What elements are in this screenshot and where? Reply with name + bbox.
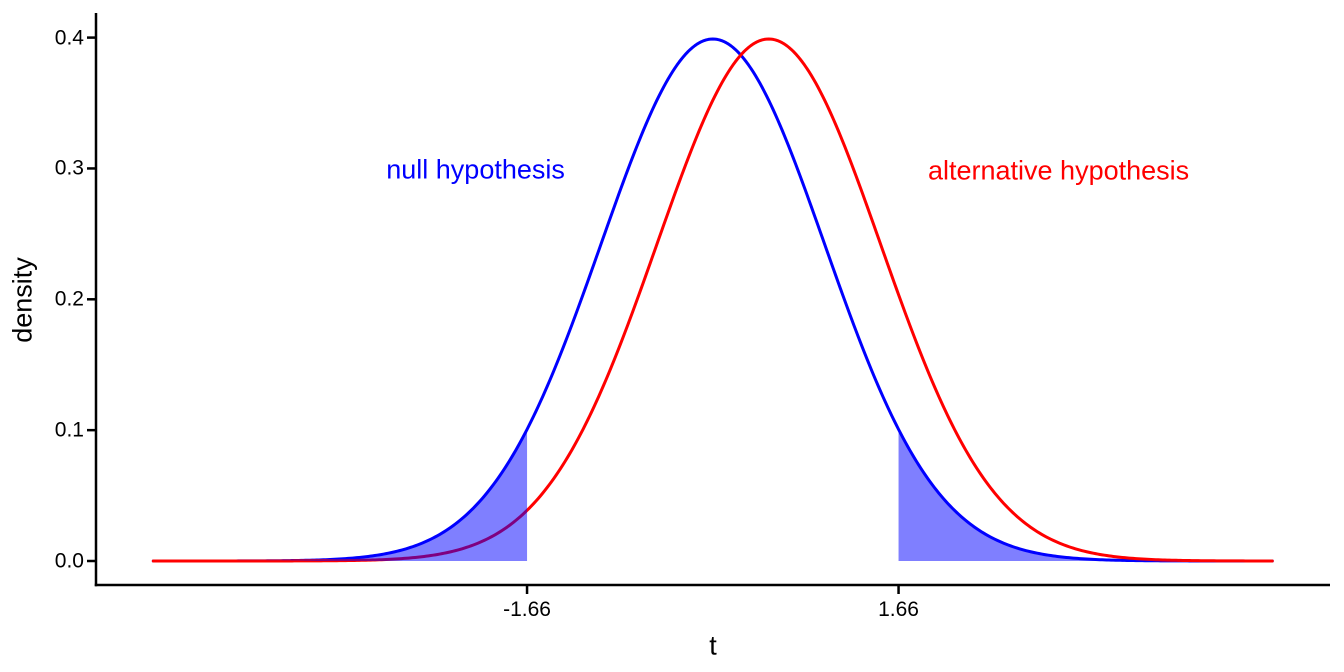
alternative-hypothesis-label: alternative hypothesis [927, 155, 1190, 186]
y-tick-label: 0.2 [54, 287, 84, 311]
x-tick-label: 1.66 [878, 598, 919, 621]
null-hypothesis-label: null hypothesis [386, 154, 565, 185]
null-hypothesis-curve [151, 37, 1274, 563]
alternative-hypothesis-curve [151, 37, 1274, 563]
y-tick-label: 0.1 [54, 418, 84, 442]
y-tick-label: 0.4 [54, 26, 84, 50]
y-tick-label: 0.3 [54, 156, 84, 180]
y-tick-label: 0.0 [54, 549, 84, 573]
rejection-region-right [898, 429, 1273, 561]
x-tick-label: -1.66 [503, 598, 551, 621]
rejection-region-left [153, 429, 528, 561]
x-axis-title: t [709, 630, 717, 661]
